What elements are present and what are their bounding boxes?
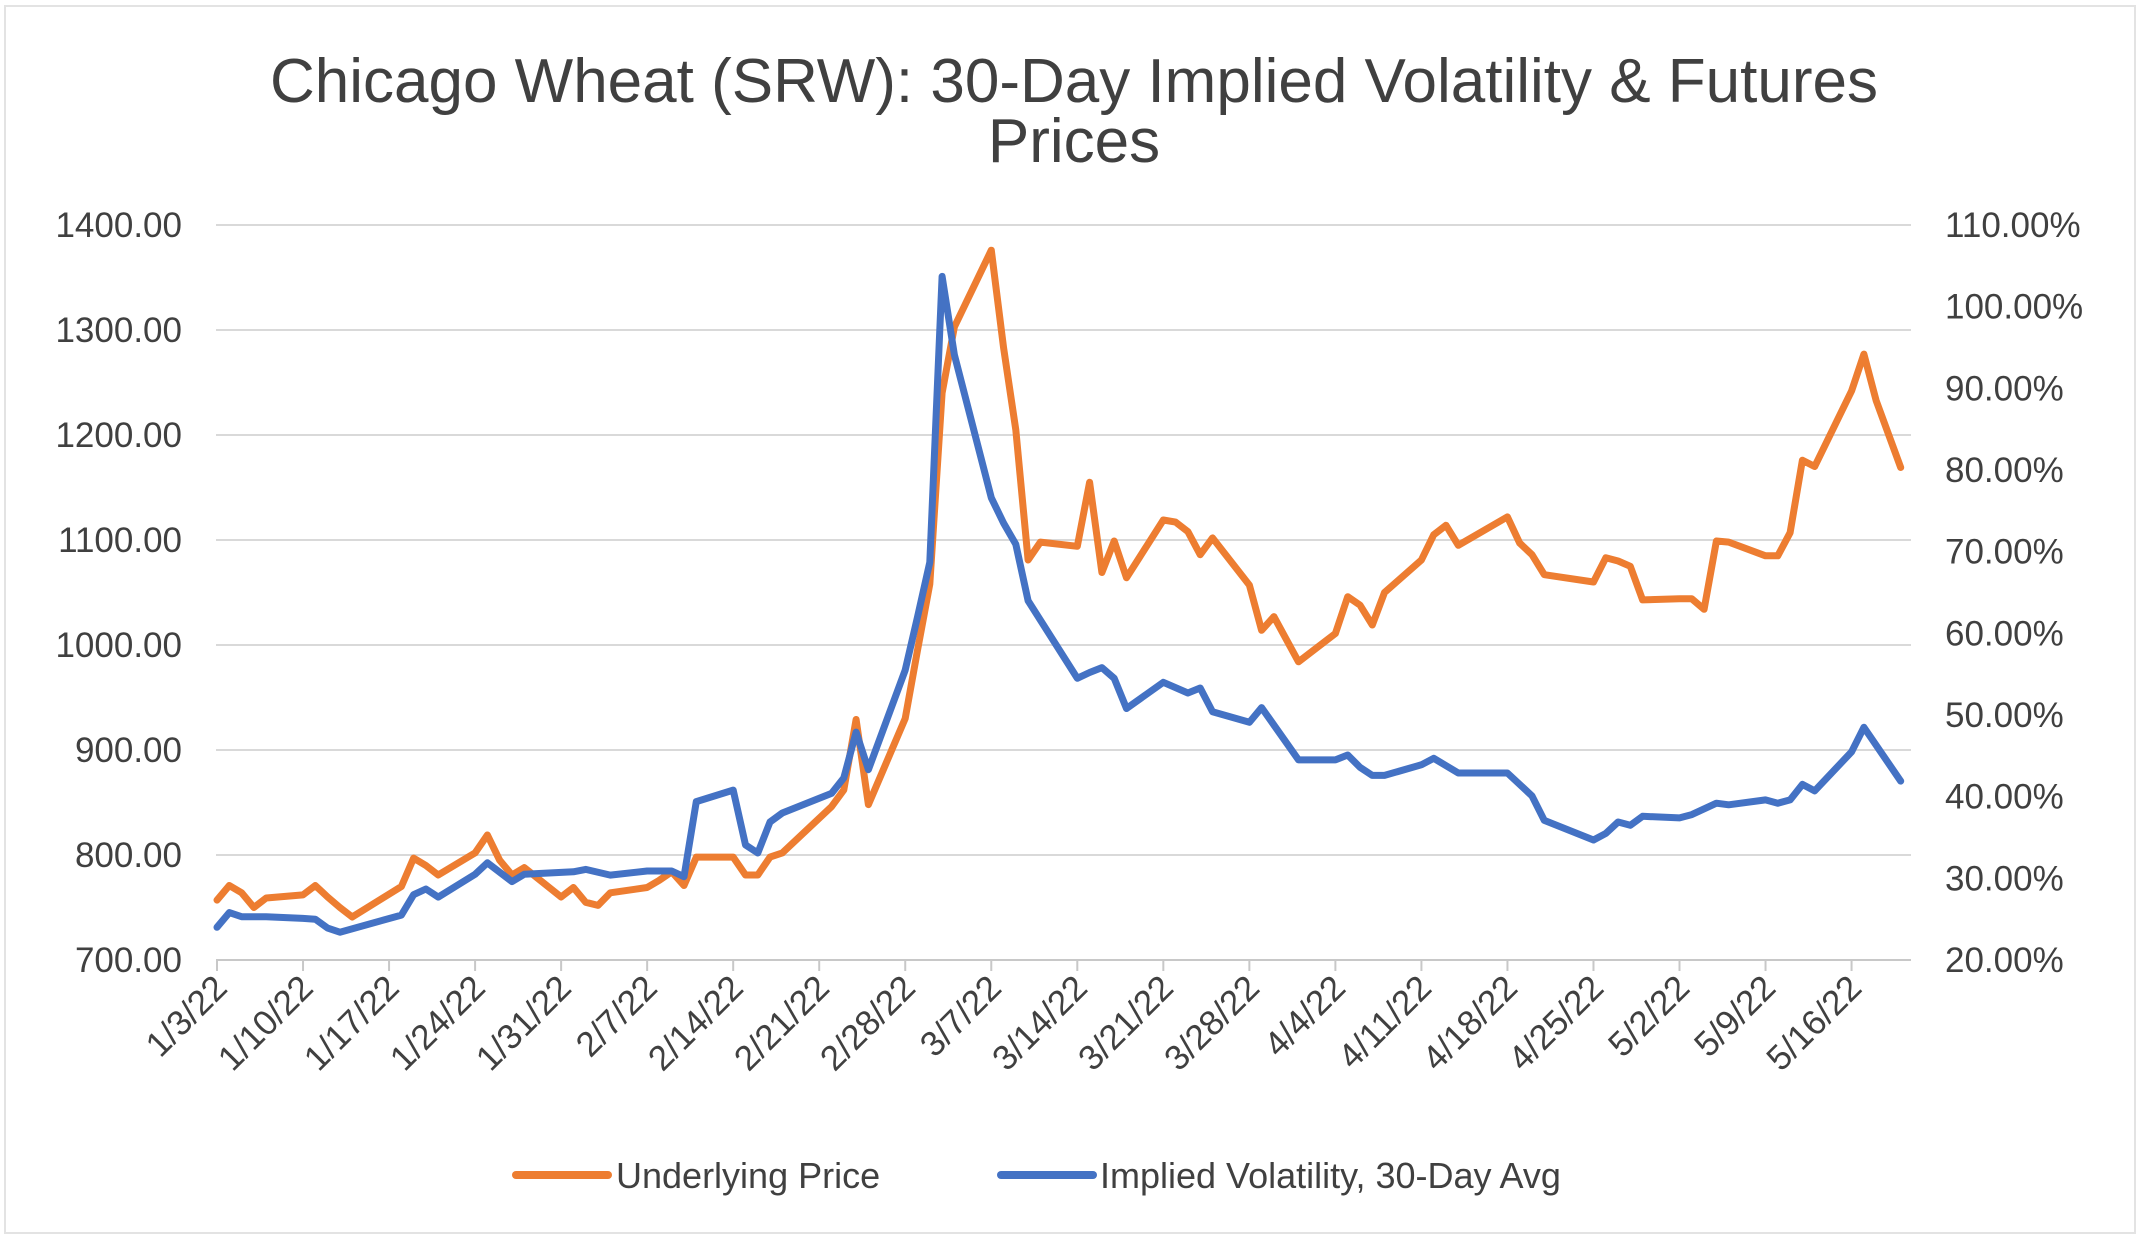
x-tick-label: 4/25/22 [1501, 968, 1611, 1078]
chart-title: Chicago Wheat (SRW): 30-Day Implied Vola… [270, 47, 1878, 176]
x-tick-label: 1/17/22 [297, 968, 407, 1078]
y-right-tick-label: 40.00% [1945, 778, 2064, 817]
x-axis: 1/3/221/10/221/17/221/24/221/31/222/7/22… [138, 959, 1911, 1078]
y-right-tick-label: 90.00% [1945, 369, 2064, 408]
y-left-tick-label: 1400.00 [55, 206, 182, 245]
series-underlying-price [213, 246, 1905, 921]
y-right-tick-label: 30.00% [1945, 859, 2064, 898]
x-tick-label: 4/11/22 [1331, 968, 1439, 1076]
legend-item-underlying-price[interactable]: Underlying Price [512, 1155, 880, 1196]
series-line-implied-volatility [213, 272, 1905, 936]
y-right-tick-label: 50.00% [1945, 696, 2064, 735]
x-tick-label: 2/14/22 [641, 968, 751, 1078]
x-tick-label: 5/16/22 [1759, 968, 1869, 1078]
y-left-tick-label: 1000.00 [55, 626, 182, 665]
y-left-tick-label: 900.00 [75, 731, 182, 770]
x-tick-label: 2/28/22 [813, 968, 923, 1078]
y-right-tick-label: 70.00% [1945, 533, 2064, 572]
y-right-tick-label: 110.00% [1945, 206, 2081, 245]
x-tick-label: 3/14/22 [985, 968, 1095, 1078]
x-tick-label: 3/21/22 [1071, 968, 1181, 1078]
series-group [213, 246, 1905, 936]
y-left-tick-label: 800.00 [75, 836, 182, 875]
y-left-tick-label: 1300.00 [55, 311, 182, 350]
x-tick-label: 5/2/22 [1601, 968, 1697, 1064]
series-implied-volatility [213, 272, 1905, 936]
chart-title-line-2: Prices [988, 107, 1160, 176]
gridlines [216, 224, 1911, 856]
y-right-tick-label: 60.00% [1945, 614, 2064, 653]
chart-frame [4, 5, 2136, 1234]
legend-item-implied-volatility[interactable]: Implied Volatility, 30-Day Avg [997, 1155, 1561, 1196]
legend-label-implied-volatility: Implied Volatility, 30-Day Avg [1100, 1155, 1561, 1196]
x-tick-label: 2/21/22 [727, 968, 837, 1078]
y-left-tick-label: 700.00 [75, 941, 182, 980]
legend-label-underlying-price: Underlying Price [616, 1155, 880, 1196]
x-tick-label: 1/10/22 [211, 968, 321, 1078]
y-left-tick-label: 1100.00 [58, 521, 182, 560]
x-tick-label: 1/24/22 [383, 968, 493, 1078]
x-tick-label: 3/28/22 [1157, 968, 1267, 1078]
series-line-underlying-price [213, 246, 1905, 921]
y-right-tick-label: 80.00% [1945, 451, 2064, 490]
y-axis-right: 110.00% 100.00% 90.00% 80.00% 70.00% 60.00% 50… [1945, 206, 2083, 980]
y-right-tick-label: 100.00% [1945, 288, 2083, 327]
x-tick-label: 4/18/22 [1415, 968, 1525, 1078]
chart-title-line-1: Chicago Wheat (SRW): 30-Day Implied Vola… [270, 47, 1878, 116]
y-axis-left: 1400.00 1300.00 1200.00 1100.00 1000.00 900.0… [55, 206, 182, 980]
y-right-tick-label: 20.00% [1945, 941, 2064, 980]
legend: Underlying Price Implied Volatility, 30-… [512, 1155, 1561, 1196]
y-left-tick-label: 1200.00 [55, 416, 182, 455]
x-tick-label: 1/31/22 [469, 968, 579, 1078]
